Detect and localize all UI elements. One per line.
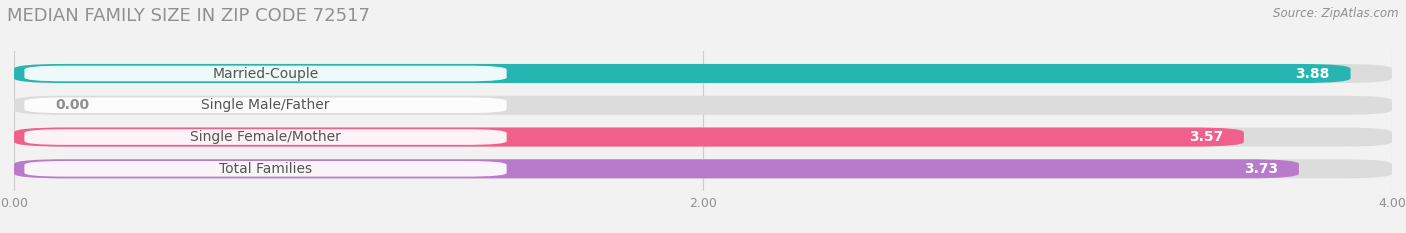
Text: 3.88: 3.88	[1295, 66, 1330, 80]
FancyBboxPatch shape	[14, 127, 1244, 147]
FancyBboxPatch shape	[24, 97, 506, 113]
Text: Source: ZipAtlas.com: Source: ZipAtlas.com	[1274, 7, 1399, 20]
FancyBboxPatch shape	[24, 161, 506, 177]
Text: MEDIAN FAMILY SIZE IN ZIP CODE 72517: MEDIAN FAMILY SIZE IN ZIP CODE 72517	[7, 7, 370, 25]
Text: Married-Couple: Married-Couple	[212, 66, 319, 80]
Text: Total Families: Total Families	[219, 162, 312, 176]
FancyBboxPatch shape	[14, 159, 1299, 178]
FancyBboxPatch shape	[14, 64, 1351, 83]
FancyBboxPatch shape	[24, 129, 506, 145]
FancyBboxPatch shape	[14, 159, 1392, 178]
Text: 3.73: 3.73	[1244, 162, 1278, 176]
Text: Single Male/Father: Single Male/Father	[201, 98, 330, 112]
FancyBboxPatch shape	[14, 96, 1392, 115]
FancyBboxPatch shape	[14, 127, 1392, 147]
FancyBboxPatch shape	[14, 64, 1392, 83]
Text: Single Female/Mother: Single Female/Mother	[190, 130, 342, 144]
Text: 0.00: 0.00	[55, 98, 90, 112]
Text: 3.57: 3.57	[1189, 130, 1223, 144]
FancyBboxPatch shape	[24, 66, 506, 81]
